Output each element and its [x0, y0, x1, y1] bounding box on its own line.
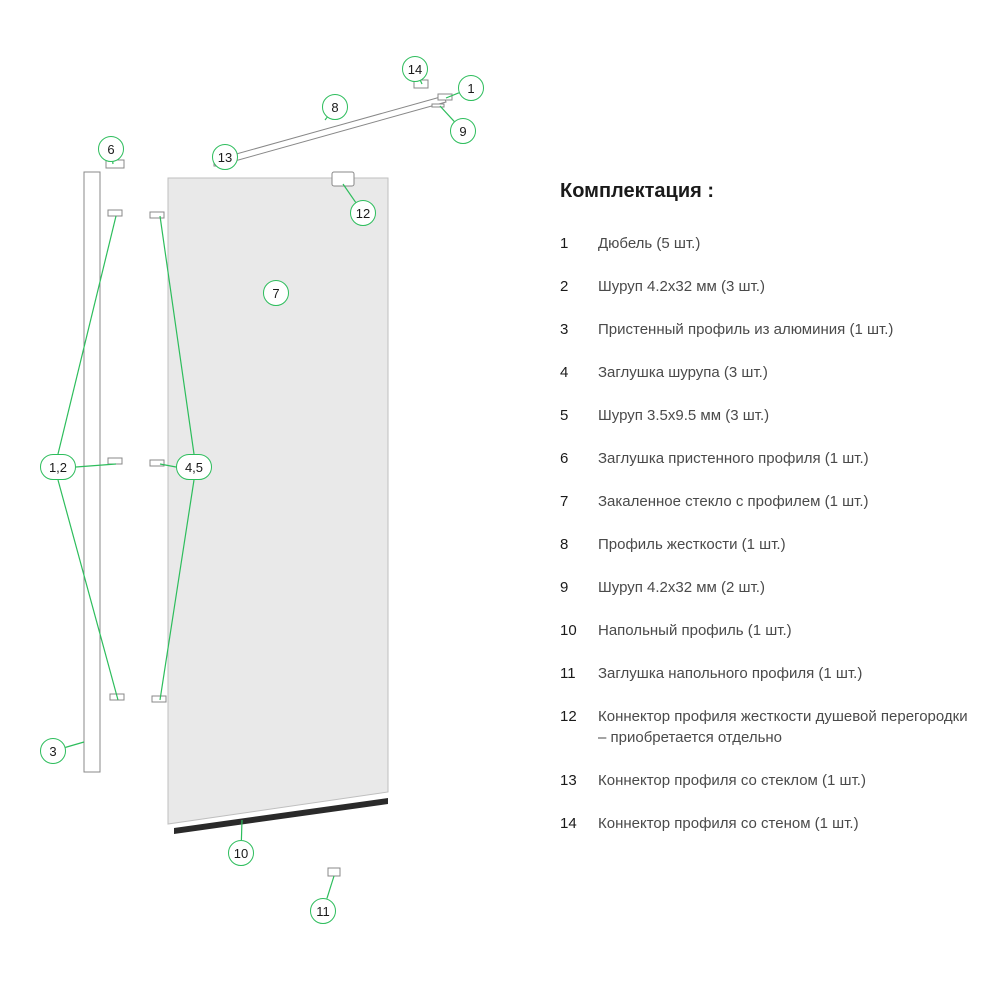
- legend-item-number: 7: [560, 491, 580, 512]
- legend-item-text: Напольный профиль (1 шт.): [598, 620, 970, 641]
- callout-4-5: 4,5: [176, 454, 212, 480]
- glass-panel: [168, 178, 388, 824]
- callout-3: 3: [40, 738, 66, 764]
- legend-item: 12 Коннектор профиля жесткости душевой пе…: [560, 706, 970, 748]
- legend-item-text: Заглушка пристенного профиля (1 шт.): [598, 448, 970, 469]
- callout-8: 8: [322, 94, 348, 120]
- legend-item-number: 5: [560, 405, 580, 426]
- legend-item: 13 Коннектор профиля со стеклом (1 шт.): [560, 770, 970, 791]
- legend-item-text: Шуруп 4.2x32 мм (2 шт.): [598, 577, 970, 598]
- legend-item-number: 14: [560, 813, 580, 834]
- legend-item: 3 Пристенный профиль из алюминия (1 шт.): [560, 319, 970, 340]
- legend-item: 6 Заглушка пристенного профиля (1 шт.): [560, 448, 970, 469]
- parts-legend: Комплектация : 1 Дюбель (5 шт.) 2 Шуруп 4.2…: [530, 0, 1000, 1000]
- legend-item: 9 Шуруп 4.2x32 мм (2 шт.): [560, 577, 970, 598]
- legend-item-text: Коннектор профиля со стеклом (1 шт.): [598, 770, 970, 791]
- legend-item: 4 Заглушка шурупа (3 шт.): [560, 362, 970, 383]
- callout-6: 6: [98, 136, 124, 162]
- legend-item-number: 3: [560, 319, 580, 340]
- callout-9: 9: [450, 118, 476, 144]
- callout-14: 14: [402, 56, 428, 82]
- legend-item-text: Закаленное стекло с профилем (1 шт.): [598, 491, 970, 512]
- callout-13: 13: [212, 144, 238, 170]
- callout-11: 11: [310, 898, 336, 924]
- legend-item: 5 Шуруп 3.5x9.5 мм (3 шт.): [560, 405, 970, 426]
- legend-list: 1 Дюбель (5 шт.) 2 Шуруп 4.2x32 мм (3 шт.) 3…: [560, 233, 970, 834]
- legend-item-text: Дюбель (5 шт.): [598, 233, 970, 254]
- legend-item: 1 Дюбель (5 шт.): [560, 233, 970, 254]
- legend-title: Комплектация :: [560, 180, 970, 203]
- diagram-svg: [0, 0, 530, 1000]
- legend-item-number: 1: [560, 233, 580, 254]
- legend-item: 7 Закаленное стекло с профилем (1 шт.): [560, 491, 970, 512]
- legend-item: 2 Шуруп 4.2x32 мм (3 шт.): [560, 276, 970, 297]
- legend-item-number: 4: [560, 362, 580, 383]
- exploded-diagram: 1 14 9 8 13 6 12 7 1,2 4,5 3 10 11: [0, 0, 530, 1000]
- legend-item-number: 6: [560, 448, 580, 469]
- callout-10: 10: [228, 840, 254, 866]
- legend-item-text: Профиль жесткости (1 шт.): [598, 534, 970, 555]
- legend-item-number: 9: [560, 577, 580, 598]
- legend-item-number: 2: [560, 276, 580, 297]
- legend-item-text: Заглушка шурупа (3 шт.): [598, 362, 970, 383]
- legend-item: 8 Профиль жесткости (1 шт.): [560, 534, 970, 555]
- legend-item-text: Коннектор профиля жесткости душевой пере…: [598, 706, 970, 748]
- wall-profile: [84, 172, 100, 772]
- legend-item-text: Шуруп 4.2x32 мм (3 шт.): [598, 276, 970, 297]
- callout-1-2: 1,2: [40, 454, 76, 480]
- legend-item: 11 Заглушка напольного профиля (1 шт.): [560, 663, 970, 684]
- legend-item-number: 8: [560, 534, 580, 555]
- callout-1: 1: [458, 75, 484, 101]
- legend-item-number: 10: [560, 620, 580, 641]
- legend-item-number: 12: [560, 706, 580, 748]
- callout-12: 12: [350, 200, 376, 226]
- legend-item-number: 13: [560, 770, 580, 791]
- legend-item-text: Заглушка напольного профиля (1 шт.): [598, 663, 970, 684]
- legend-item-text: Коннектор профиля со стеном (1 шт.): [598, 813, 970, 834]
- legend-item: 10 Напольный профиль (1 шт.): [560, 620, 970, 641]
- callout-7: 7: [263, 280, 289, 306]
- legend-item-number: 11: [560, 663, 580, 684]
- legend-item: 14 Коннектор профиля со стеном (1 шт.): [560, 813, 970, 834]
- legend-item-text: Шуруп 3.5x9.5 мм (3 шт.): [598, 405, 970, 426]
- legend-item-text: Пристенный профиль из алюминия (1 шт.): [598, 319, 970, 340]
